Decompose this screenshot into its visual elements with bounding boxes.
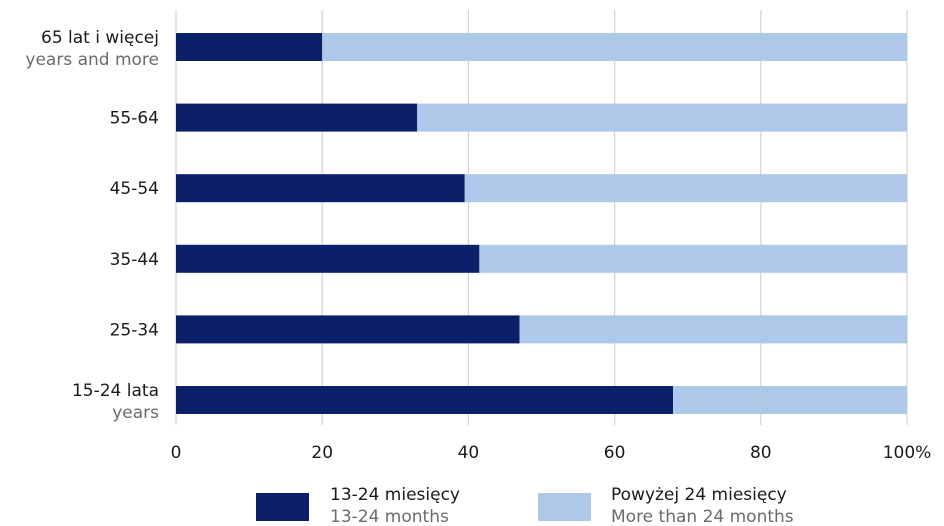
grid-lines	[175, 10, 908, 425]
x-tick-label: 100%	[883, 443, 932, 463]
bar-series-2	[519, 315, 907, 344]
category-label: 65 lat i więcej	[41, 28, 159, 48]
legend-label: 13-24 miesięcy	[330, 485, 460, 505]
bar-series-1	[176, 244, 480, 273]
bar-series-1	[176, 33, 323, 61]
category-label: 55-64	[110, 109, 159, 129]
x-axis-ticks: 0 20 40 60 80 100%	[171, 443, 932, 463]
legend-swatch-1	[256, 493, 309, 521]
bar-series-1	[176, 174, 465, 203]
x-tick-label: 80	[750, 443, 772, 463]
bar-series-1	[176, 386, 674, 414]
category-label: 35-44	[110, 250, 159, 270]
category-sublabel: years and more	[25, 50, 159, 70]
legend: 13-24 miesięcy 13-24 months Powyżej 24 mie…	[256, 485, 794, 526]
x-tick-label: 0	[171, 443, 182, 463]
bar-series-1	[176, 103, 418, 132]
x-tick-label: 60	[604, 443, 626, 463]
legend-swatch-2	[538, 493, 591, 521]
x-tick-label: 20	[311, 443, 333, 463]
legend-sublabel: 13-24 months	[330, 507, 449, 526]
bar-series-2	[479, 244, 907, 273]
bars	[176, 33, 907, 414]
legend-label: Powyżej 24 miesięcy	[611, 485, 787, 505]
category-label: 45-54	[110, 179, 159, 199]
bar-series-2	[673, 386, 907, 414]
bar-series-2	[464, 174, 907, 203]
category-label: 25-34	[110, 320, 159, 340]
bar-series-2	[417, 103, 907, 132]
legend-sublabel: More than 24 months	[611, 507, 794, 526]
category-label: 15-24 lata	[72, 381, 159, 401]
x-tick-label: 40	[458, 443, 480, 463]
bar-series-1	[176, 315, 520, 344]
category-sublabel: years	[112, 403, 159, 423]
bar-series-2	[322, 33, 907, 61]
